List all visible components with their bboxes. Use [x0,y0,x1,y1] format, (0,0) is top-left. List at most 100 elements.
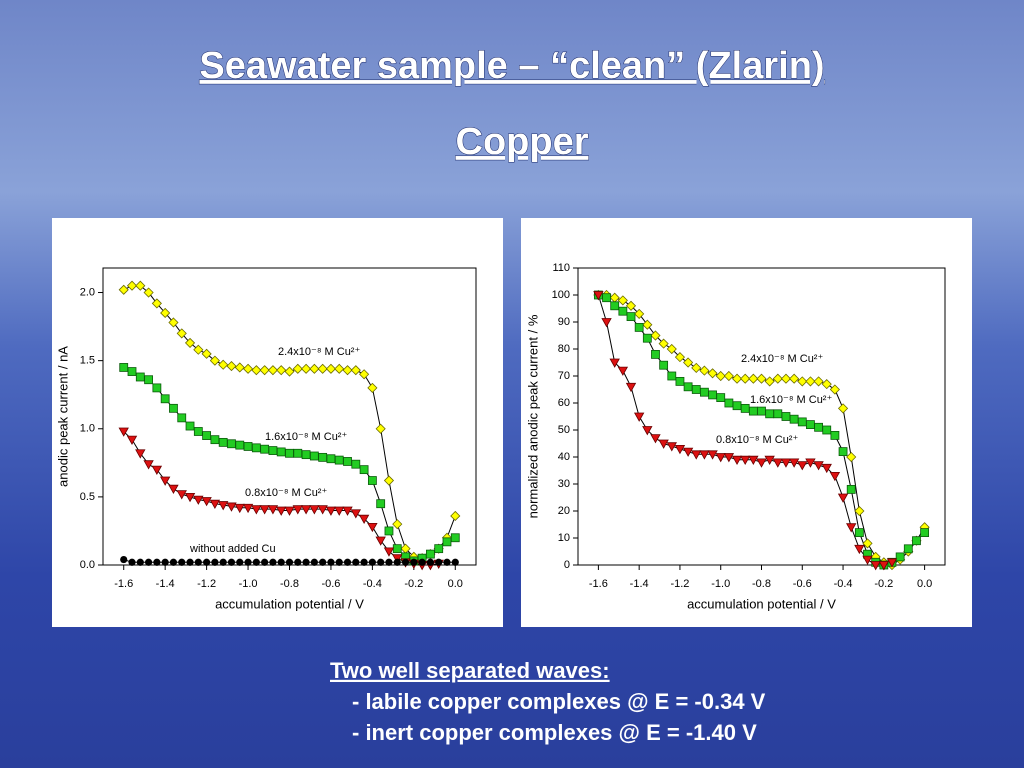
point [193,427,203,436]
point [435,558,443,566]
y-tick-label: 2.0 [80,286,95,298]
point [846,451,857,463]
point [118,284,129,295]
point [878,561,890,571]
point [342,506,353,516]
point [666,343,677,355]
point [617,366,629,376]
x-tick-label: -1.2 [197,578,216,590]
point [442,537,452,547]
point [260,444,270,454]
y-tick-label: 0 [564,559,570,571]
point [780,458,792,468]
point [343,457,352,466]
point [822,425,832,435]
point [788,458,800,468]
x-tick-label: -0.2 [404,578,423,590]
point [601,318,612,328]
point [293,448,303,458]
point [276,506,287,516]
point [642,319,653,330]
point [920,528,930,537]
point [666,442,677,452]
point [618,306,628,316]
point [350,365,361,376]
point [202,431,212,440]
series-label: without added Cu [189,543,276,555]
point [235,440,245,450]
y-tick-label: 1.5 [80,355,95,367]
point [707,450,718,460]
point [234,503,245,514]
point [837,493,849,503]
point [691,362,702,373]
point [650,330,661,341]
x-tick-label: 0.0 [448,578,463,590]
point [234,362,245,373]
point [912,536,921,546]
point [144,375,153,385]
point [732,401,742,411]
point [846,523,857,533]
point [450,533,460,543]
point [209,499,221,510]
point [609,358,620,368]
point [780,373,792,384]
point [159,476,171,486]
point [633,412,645,422]
point [143,287,154,298]
y-axis-label: anodic peak current / nA [55,346,70,487]
point [151,465,163,475]
point [426,549,435,559]
point [126,280,138,291]
point [267,365,278,376]
slide-subtitle: Copper [456,121,589,163]
point [674,444,686,455]
point [700,387,709,397]
point [451,558,459,566]
point [367,382,378,393]
slide-title: Seawater sample – “clean” (Zlarin) [199,45,824,87]
y-tick-label: 30 [558,478,570,490]
point [748,373,759,384]
point [317,363,328,374]
point [153,558,161,566]
point [384,526,394,536]
point [748,406,758,416]
point [285,558,294,566]
point [218,437,228,447]
point [740,403,750,413]
point [301,363,312,374]
point [740,455,751,466]
point [342,365,353,376]
x-tick-label: -1.4 [630,578,649,590]
x-tick-label: -0.4 [834,578,853,590]
point [243,442,253,451]
point [302,558,310,566]
point [392,519,403,530]
point [797,461,808,471]
point [186,558,194,566]
point [617,295,628,306]
point [667,371,677,381]
x-tick-label: -1.2 [670,578,689,590]
point [797,417,807,427]
point [127,367,137,376]
point [161,558,169,566]
point [168,484,179,495]
point [218,501,229,511]
point [118,427,129,437]
point [642,426,653,436]
point [870,561,881,571]
point [625,382,637,393]
point [210,435,220,445]
point [252,558,260,566]
point [821,463,832,474]
point [201,497,212,507]
point [203,558,211,566]
point [450,510,461,522]
point [360,558,368,566]
point [675,376,685,386]
x-tick-label: -1.0 [239,578,258,590]
point [385,558,393,566]
